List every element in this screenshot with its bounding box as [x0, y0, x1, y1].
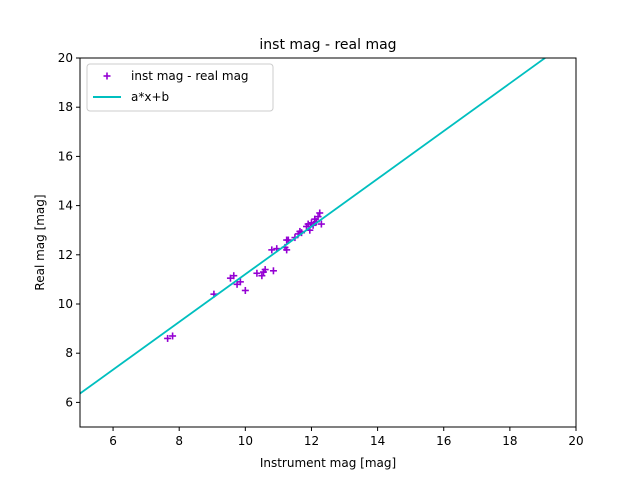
data-point — [317, 220, 325, 228]
data-point — [261, 266, 269, 274]
data-layer — [80, 58, 547, 395]
y-tick-label: 20 — [58, 51, 73, 65]
data-point — [269, 267, 277, 275]
data-point — [314, 213, 322, 221]
x-axis-ticks: 6 8 10 12 14 16 18 20 — [109, 427, 584, 448]
x-tick-label: 18 — [502, 434, 517, 448]
x-axis-label: Instrument mag [mag] — [260, 456, 396, 470]
y-tick-label: 16 — [58, 149, 73, 163]
legend-box — [86, 63, 274, 112]
y-tick-label: 14 — [58, 199, 73, 213]
plot-area — [79, 57, 577, 428]
x-tick-label: 8 — [175, 434, 183, 448]
data-point — [304, 220, 312, 228]
x-tick-label: 16 — [436, 434, 451, 448]
data-point — [253, 269, 261, 277]
legend: inst mag - real mag a*x+b — [86, 63, 274, 112]
data-point — [236, 278, 244, 286]
data-point — [316, 209, 324, 217]
plot-frame — [79, 57, 577, 428]
plot-background — [80, 58, 576, 427]
data-point — [241, 286, 249, 294]
y-axis-label: Real mag [mag] — [33, 194, 47, 290]
data-point — [258, 272, 266, 280]
data-point — [230, 272, 238, 280]
x-tick-label: 6 — [109, 434, 117, 448]
legend-marker-scatter — [103, 72, 111, 80]
data-point — [283, 246, 291, 254]
x-tick-label: 20 — [568, 434, 583, 448]
fit-line — [80, 58, 547, 395]
data-point — [169, 332, 177, 340]
y-tick-label: 18 — [58, 100, 73, 114]
data-point — [164, 334, 172, 342]
y-tick-label: 10 — [58, 297, 73, 311]
x-tick-label: 12 — [304, 434, 319, 448]
y-tick-label: 6 — [65, 395, 73, 409]
x-tick-label: 14 — [370, 434, 385, 448]
data-point — [268, 246, 276, 254]
legend-label-scatter: inst mag - real mag — [131, 69, 249, 83]
x-tick-label: 10 — [238, 434, 253, 448]
legend-label-line: a*x+b — [131, 90, 169, 104]
chart-title: inst mag - real mag — [259, 37, 396, 53]
y-axis-ticks: 6 8 10 12 14 16 18 20 — [58, 51, 80, 409]
y-tick-label: 8 — [65, 346, 73, 360]
y-tick-label: 12 — [58, 248, 73, 262]
